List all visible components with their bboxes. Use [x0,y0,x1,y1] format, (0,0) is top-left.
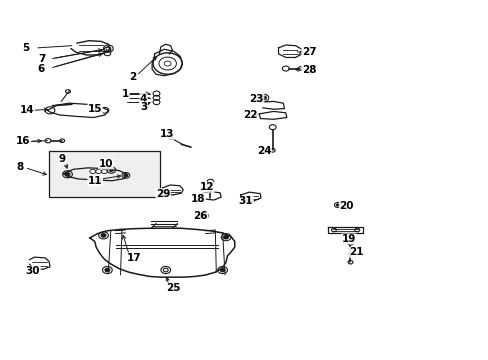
Text: 9: 9 [59,154,66,164]
Text: 23: 23 [249,94,264,104]
Text: 31: 31 [238,197,253,206]
Circle shape [101,234,106,237]
FancyBboxPatch shape [49,151,160,197]
Circle shape [123,174,127,177]
Text: 12: 12 [200,182,214,192]
Text: 13: 13 [159,129,174,139]
Text: 16: 16 [16,136,30,147]
Text: 19: 19 [341,234,355,244]
Text: 27: 27 [301,47,316,57]
Text: 18: 18 [191,194,205,203]
Text: 21: 21 [348,247,363,257]
Text: 11: 11 [88,176,102,186]
Circle shape [261,96,266,100]
Text: 30: 30 [26,266,40,276]
Circle shape [336,204,339,206]
Text: 3: 3 [140,102,147,112]
Text: 24: 24 [256,146,271,156]
Text: 2: 2 [128,72,136,82]
Circle shape [65,172,70,176]
Text: 17: 17 [126,253,141,263]
Text: 28: 28 [301,65,316,75]
Text: 7: 7 [38,54,45,64]
Text: 25: 25 [165,283,180,293]
Circle shape [105,268,110,272]
Text: 10: 10 [99,159,113,169]
Text: 22: 22 [243,110,258,120]
Text: 1: 1 [122,89,129,99]
Text: 20: 20 [339,201,353,211]
Text: 8: 8 [16,162,23,172]
Text: 15: 15 [88,104,102,113]
Circle shape [202,214,206,217]
Text: 14: 14 [20,105,35,115]
Text: 4: 4 [140,94,147,104]
Text: 26: 26 [193,211,207,221]
Circle shape [223,235,228,239]
Text: 5: 5 [22,43,29,53]
Circle shape [220,268,224,272]
Circle shape [109,168,113,171]
Text: 29: 29 [156,189,170,199]
Text: 6: 6 [38,64,45,73]
